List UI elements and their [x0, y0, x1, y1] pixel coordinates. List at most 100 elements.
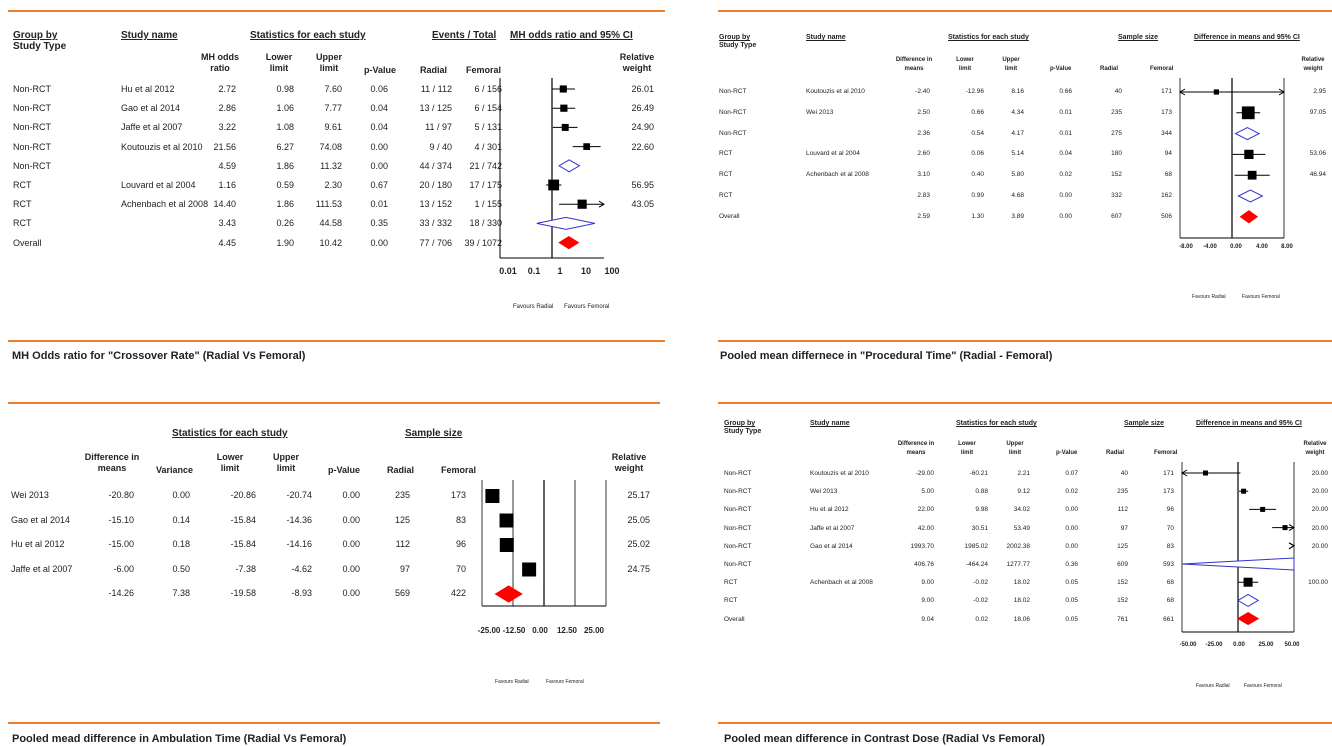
divider	[8, 340, 665, 342]
table-cell-upper: -14.36	[286, 514, 312, 525]
table-cell-diff: 2.60	[917, 150, 930, 158]
subtotal-diamond	[1236, 593, 1260, 607]
col-header: Femoral	[441, 465, 477, 475]
table-cell-group: Non-RCT	[724, 542, 752, 550]
overall-diamond	[1239, 210, 1259, 224]
overall-diamond	[494, 585, 523, 603]
table-cell-upper: 2002.38	[1006, 542, 1031, 550]
col-header: Relative weight	[619, 52, 655, 73]
table-cell-p: 0.00	[1065, 506, 1078, 514]
table-cell-weight: 100.00	[1308, 579, 1328, 587]
table-cell-weight: 25.05	[627, 514, 650, 525]
table-cell-femoral: 173	[1161, 108, 1172, 116]
table-cell-upper: 44.58	[319, 218, 342, 229]
table-cell-group: RCT	[724, 579, 738, 587]
table-cell-group: RCT	[719, 192, 733, 199]
table-cell-radial: 33 / 332	[419, 218, 452, 229]
col-header: Lower limit	[216, 452, 244, 473]
table-cell-group: Non-RCT	[13, 141, 52, 152]
table-cell-group: RCT	[13, 199, 32, 210]
table-cell-or: 14.40	[213, 199, 236, 210]
stats-header: Statistics for each study	[250, 30, 366, 41]
table-cell-diff: 2.83	[917, 192, 930, 199]
group-by-header: Group by	[724, 420, 756, 427]
table-cell-radial: 13 / 125	[419, 103, 452, 114]
table-cell-femoral: 173	[450, 490, 466, 500]
forest-plot	[1179, 78, 1285, 239]
favours-femoral-label: Favours Femoral	[1244, 683, 1282, 689]
table-cell-diff: -15.00	[108, 539, 134, 549]
table-cell-femoral: 5 / 131	[474, 122, 502, 133]
x-tick-label: -8.00	[1179, 244, 1193, 250]
col-header: Variance	[156, 465, 194, 475]
table-cell-diff: -2.40	[915, 88, 930, 95]
sample-header: Sample size	[1124, 420, 1165, 427]
table-cell-variance: 0.50	[172, 563, 190, 574]
table-cell-weight: 24.90	[631, 122, 654, 133]
table-cell-femoral: 96	[1166, 506, 1174, 514]
divider	[718, 722, 1332, 724]
study-type-header: Study Type	[13, 41, 67, 52]
study-name-header: Study name	[806, 34, 846, 41]
table-cell-lower: 6.27	[276, 141, 294, 152]
table-cell-p: 0.04	[370, 103, 388, 114]
divider	[718, 402, 1332, 404]
table-cell-upper: -14.16	[286, 539, 312, 549]
table-cell-weight: 20.00	[1311, 542, 1328, 550]
x-tick-label: 0.00	[532, 626, 548, 635]
study-marker	[1247, 170, 1257, 180]
table-cell-lower: -60.21	[969, 470, 988, 477]
table-cell-p: 0.35	[370, 218, 388, 229]
col-header: p-Value	[364, 65, 397, 75]
table-cell-study: Hu et al 2012	[121, 84, 175, 94]
table-cell-diff: 3.10	[917, 171, 930, 179]
table-cell-weight: 53.06	[1309, 150, 1326, 158]
x-tick-label: 0.01	[499, 266, 517, 276]
table-cell-group: Non-RCT	[13, 103, 52, 114]
study-marker	[561, 123, 569, 131]
table-cell-upper: 4.34	[1011, 108, 1024, 116]
x-tick-label: 4.00	[1256, 244, 1268, 250]
table-cell-radial: 152	[1117, 579, 1128, 587]
col-header: Lower limit	[956, 57, 974, 72]
table-cell-group: Non-RCT	[13, 160, 52, 171]
ci-arrow	[598, 200, 605, 208]
table-cell-lower: 1.86	[276, 199, 294, 210]
table-cell-radial: 112	[395, 539, 410, 549]
sample-header: Sample size	[1118, 34, 1159, 41]
overall-diamond	[558, 236, 580, 250]
table-cell-radial: 13 / 152	[419, 199, 452, 210]
col-header: Upper limit	[1002, 57, 1020, 72]
table-cell-upper: 10.42	[319, 237, 342, 248]
table-cell-group: Non-RCT	[719, 129, 747, 137]
table-cell-femoral: 593	[1163, 561, 1174, 568]
table-cell-weight: 24.75	[627, 563, 650, 574]
table-cell-weight: 26.49	[631, 103, 654, 114]
col-header: Radial	[1100, 66, 1119, 72]
study-marker	[560, 104, 568, 112]
table-cell-lower: 0.26	[276, 218, 294, 229]
forest-plot	[481, 480, 607, 607]
table-cell-upper: -20.74	[286, 490, 312, 500]
table-cell-diff: 2.59	[917, 212, 930, 220]
ci-arrow	[1288, 524, 1295, 532]
table-cell-p: 0.00	[1059, 192, 1072, 199]
table-cell-p: 0.00	[1065, 542, 1078, 550]
table-cell-weight: 20.00	[1311, 488, 1328, 496]
x-tick-label: 1	[557, 266, 563, 276]
table-cell-upper: 1277.77	[1006, 561, 1031, 568]
x-tick-label: 0.00	[1233, 642, 1245, 648]
table-cell-lower: 0.06	[971, 150, 984, 158]
table-cell-lower: 0.99	[971, 192, 984, 199]
table-cell-femoral: 70	[455, 563, 466, 574]
table-cell-or: 1.16	[218, 180, 236, 190]
table-cell-group: RCT	[724, 597, 738, 605]
table-cell-upper: 34.02	[1013, 506, 1030, 514]
table-cell-radial: 332	[1111, 192, 1122, 199]
x-tick-label: 0.00	[1230, 244, 1242, 250]
study-name-header: Study name	[121, 30, 178, 41]
col-header: Femoral	[466, 65, 502, 75]
x-tick-label: 0.1	[527, 266, 541, 276]
table-cell-radial: 40	[1114, 88, 1122, 95]
study-marker	[499, 538, 514, 552]
